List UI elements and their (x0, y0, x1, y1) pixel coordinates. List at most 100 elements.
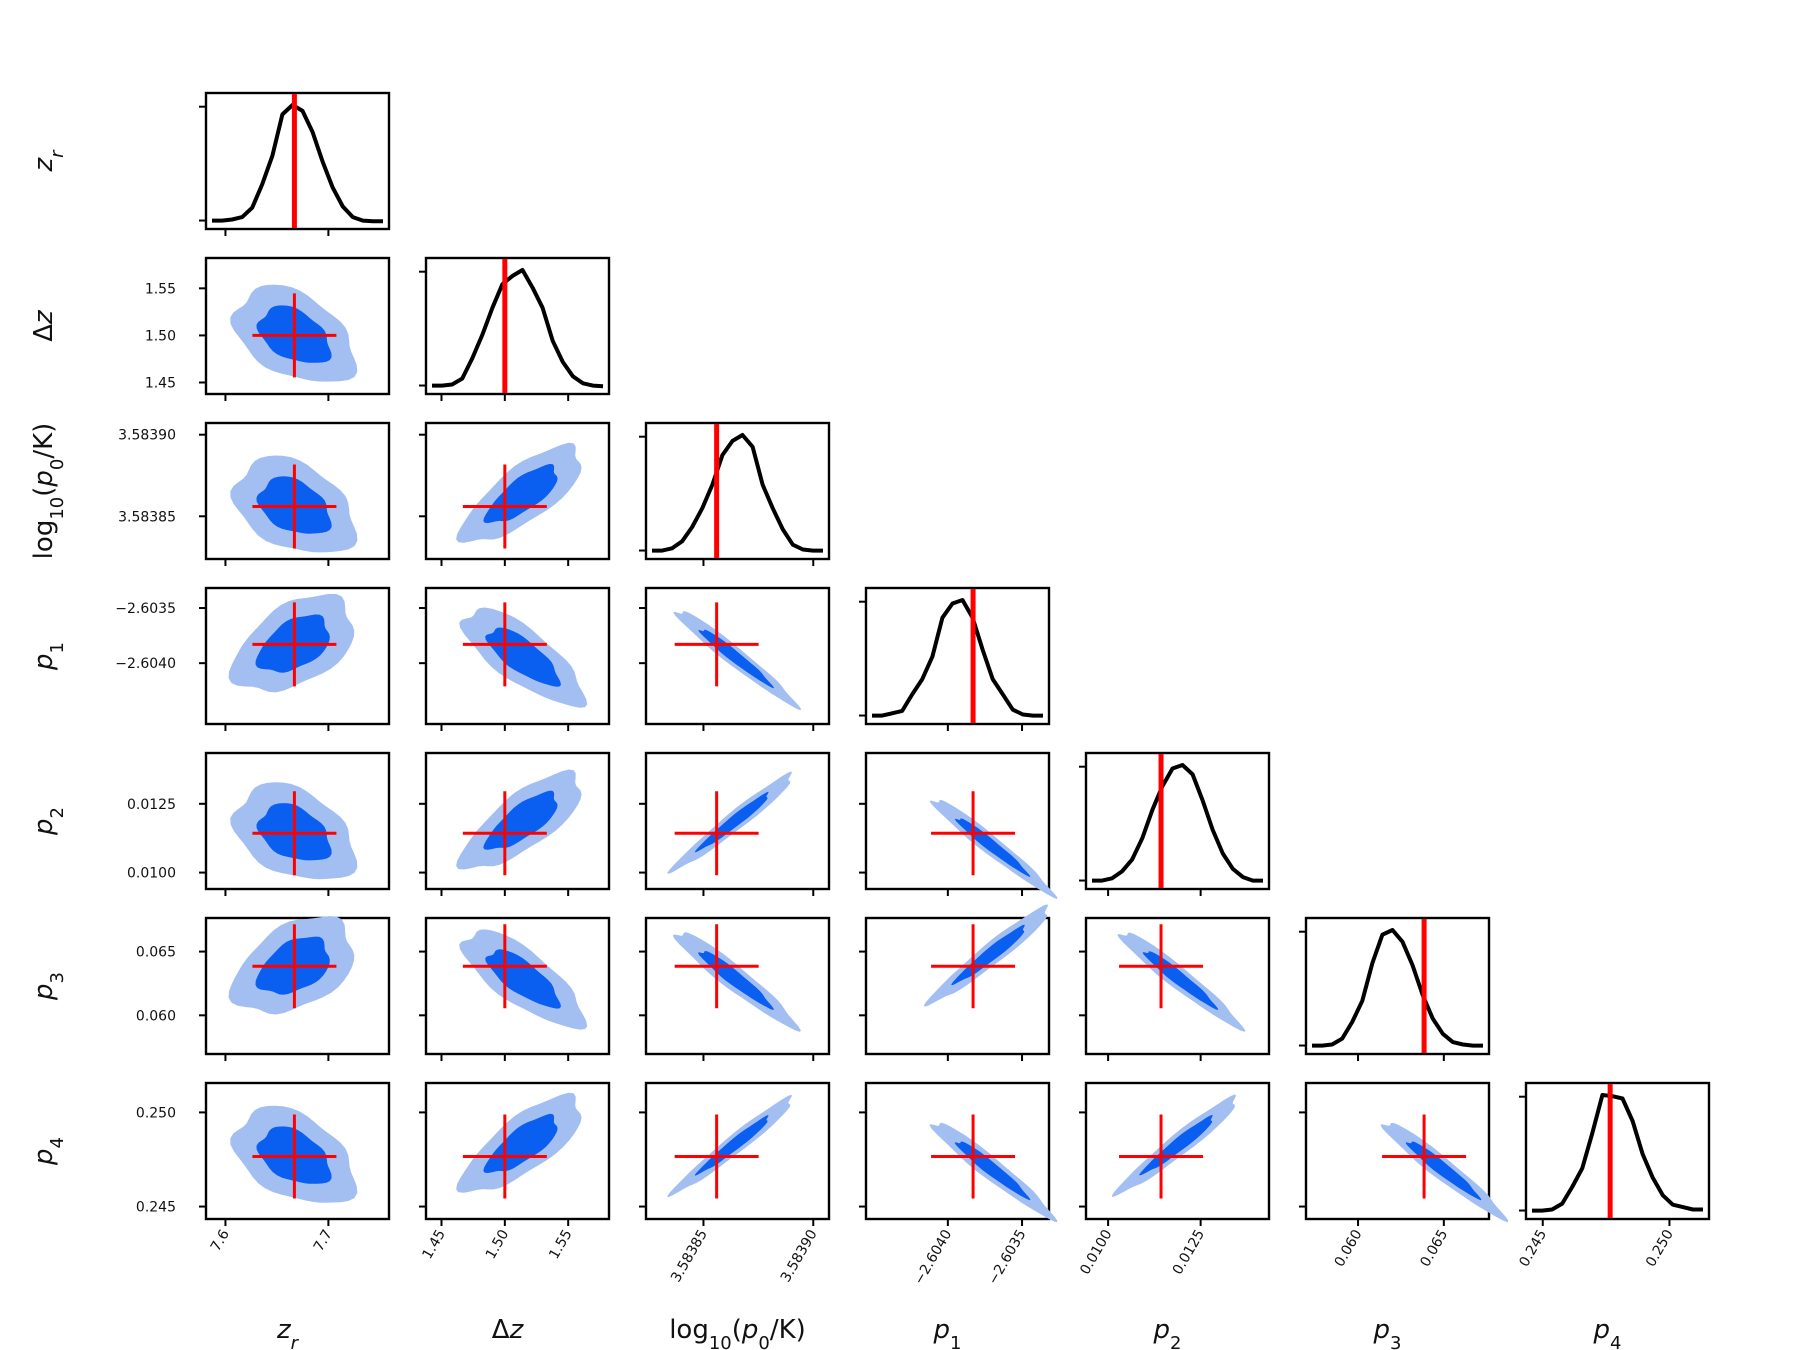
contour-68 (1139, 1114, 1213, 1176)
histogram-p3 (1312, 928, 1483, 1048)
y-label-zr: zr (29, 149, 68, 173)
panel-p2-vs-dz (419, 751, 611, 896)
panel-p4-vs-p3: 0.060 0.065 (1299, 1081, 1509, 1270)
y-tick-label: 0.065 (136, 945, 176, 961)
contour-68 (694, 791, 769, 853)
panel-p4-vs-p4: 0.245 0.250 (1516, 1081, 1711, 1270)
y-tick-label: 1.55 (145, 281, 176, 297)
panel-frame (644, 751, 831, 891)
histogram-logp0 (652, 433, 823, 553)
panel-p2-vs-zr: 0.0100 0.0125 (127, 751, 391, 896)
y-label-p3: p3 (29, 972, 68, 1001)
panel-frame (1084, 751, 1271, 891)
panel-frame (1084, 1081, 1271, 1221)
panel-frame (424, 586, 611, 726)
x-label-p1: p1 (933, 1315, 962, 1350)
panel-p3-vs-p3 (1299, 916, 1491, 1061)
y-tick-label: 3.58390 (118, 428, 176, 444)
x-tick-label: −2.6035 (985, 1227, 1029, 1288)
panel-p4-vs-dz: 1.45 1.50 1.55 (419, 1081, 611, 1262)
x-label-p2: p2 (1153, 1315, 1182, 1350)
x-tick-label: 7.7 (311, 1227, 336, 1254)
y-axis-labels: zr Δz log10(p0/K) p1 p2 p3 p4 (29, 149, 68, 1166)
histogram-zr (212, 103, 383, 224)
x-tick-label: 1.55 (546, 1227, 575, 1262)
panel-p4-vs-p2: 0.0100 0.0125 (1077, 1081, 1271, 1277)
panel-frame (204, 421, 391, 561)
panel-frame (1304, 1081, 1491, 1221)
contour-68 (694, 1115, 769, 1176)
panel-p1-vs-p1 (859, 586, 1051, 731)
panel-frame (204, 91, 391, 231)
panel-frame (424, 256, 611, 396)
panel-frame (424, 1081, 611, 1221)
histogram-p2 (1092, 763, 1263, 883)
panel-p2-vs-p1 (859, 751, 1058, 899)
panel-p3-vs-p1 (859, 904, 1051, 1061)
y-tick-label: 0.060 (136, 1008, 176, 1024)
y-tick-label: −2.6040 (115, 656, 176, 672)
x-label-p4: p4 (1593, 1315, 1622, 1350)
x-axis-labels: zr Δz log10(p0/K) p1 p2 p3 p4 (276, 1315, 1622, 1350)
panel-p1-vs-zr: −2.6040 −2.6035 (115, 586, 391, 731)
panel-p3-vs-dz (419, 916, 611, 1061)
panel-frame (644, 916, 831, 1056)
panel-p4-vs-logp0: 3.58385 3.58390 (639, 1081, 831, 1285)
histogram-p1 (872, 598, 1043, 718)
x-tick-label: 0.0100 (1077, 1227, 1115, 1277)
contour-68 (698, 951, 774, 1010)
x-tick-label: 0.0125 (1170, 1227, 1208, 1277)
panel-frame (1084, 916, 1271, 1056)
contour-68 (954, 818, 1031, 877)
panel-frame (864, 1081, 1051, 1221)
panel-p1-vs-dz (419, 586, 611, 731)
panel-p1-vs-logp0 (639, 586, 831, 731)
panel-dz-vs-dz (419, 256, 611, 401)
panel-frame (424, 421, 611, 561)
panel-p4-vs-p1: −2.6040 −2.6035 (859, 1081, 1058, 1288)
panel-zr-vs-zr (199, 91, 391, 236)
y-label-p4: p4 (29, 1137, 68, 1166)
y-tick-label: 1.50 (145, 328, 176, 344)
x-tick-label: 7.6 (208, 1227, 233, 1254)
panel-frame (204, 1081, 391, 1221)
x-label-p3: p3 (1373, 1315, 1402, 1350)
panel-p2-vs-logp0 (639, 751, 831, 896)
y-tick-label: −2.6035 (115, 601, 176, 617)
panel-frame (424, 751, 611, 891)
y-tick-label: 0.245 (136, 1200, 176, 1216)
y-label-logp0: log10(p0/K) (29, 423, 68, 560)
panel-frame (644, 421, 831, 561)
y-tick-label: 0.0100 (127, 866, 176, 882)
x-label-zr: zr (276, 1315, 300, 1350)
panel-frame (204, 751, 391, 891)
x-tick-label: 0.245 (1516, 1227, 1550, 1270)
panels-layer: 1.45 1.50 1.55 3.58385 3.58390 −2.6040 −2.6035… (115, 91, 1711, 1288)
x-tick-label: 0.065 (1417, 1227, 1451, 1270)
contour-68 (483, 1113, 558, 1173)
y-label-dz: Δz (29, 309, 59, 342)
y-tick-label: 0.0125 (127, 797, 176, 813)
contour-68 (954, 1141, 1031, 1201)
contour-68 (1405, 1141, 1482, 1201)
panel-frame (424, 916, 611, 1056)
contour-68 (698, 629, 774, 689)
panel-frame (864, 751, 1051, 891)
y-tick-label: 3.58385 (118, 509, 176, 525)
panel-frame (1304, 916, 1491, 1056)
x-tick-label: −2.6040 (911, 1227, 955, 1288)
x-label-dz: Δz (492, 1315, 525, 1345)
x-tick-label: 3.58390 (778, 1227, 821, 1285)
panel-logp0-vs-dz (419, 421, 611, 566)
panel-frame (204, 256, 391, 396)
panel-frame (204, 916, 391, 1056)
contour-68 (483, 463, 558, 524)
y-label-p2: p2 (29, 807, 68, 836)
panel-p3-vs-logp0 (639, 916, 831, 1061)
panel-dz-vs-zr: 1.45 1.50 1.55 (145, 256, 391, 401)
y-tick-label: 1.45 (145, 375, 176, 391)
histogram-p4 (1532, 1093, 1703, 1213)
contour-68 (1142, 951, 1219, 1010)
x-tick-label: 0.060 (1332, 1227, 1366, 1270)
